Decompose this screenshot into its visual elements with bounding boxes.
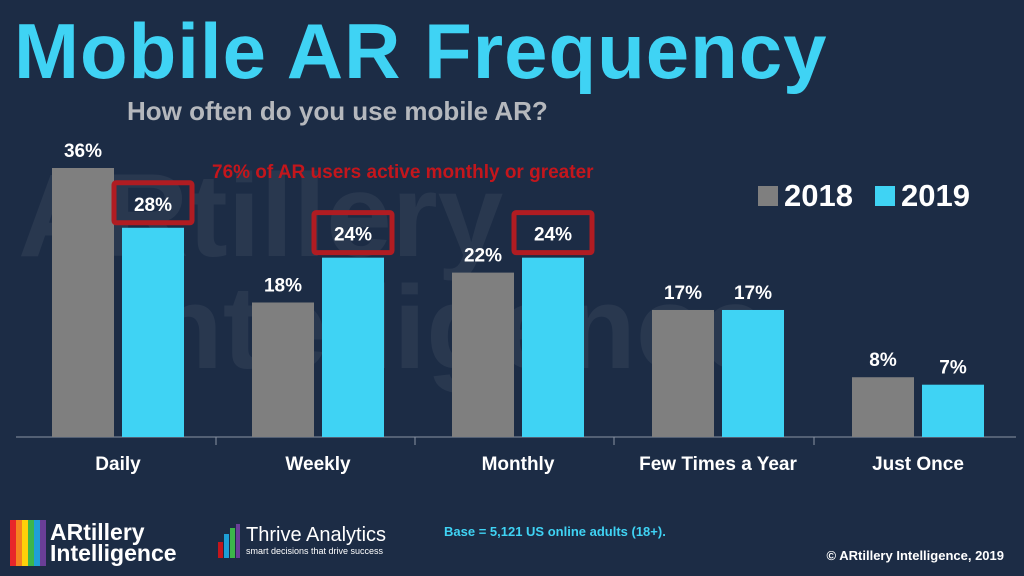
x-tick-label-monthly: Monthly: [482, 454, 555, 475]
data-label-2019-weekly: 24%: [334, 225, 372, 246]
x-tick-label-weekly: Weekly: [285, 454, 351, 475]
data-label-2018-monthly: 22%: [464, 246, 502, 267]
bar-2019-weekly: [322, 257, 384, 437]
bar-2019-few-times-a-year: [722, 309, 784, 437]
data-label-2018-few-times-a-year: 17%: [664, 283, 702, 304]
highlight-box-2019-monthly: [511, 210, 595, 256]
bar-2018-weekly: [252, 302, 314, 437]
x-tick-label-just-once: Just Once: [872, 454, 964, 475]
page-title: Mobile AR Frequency: [14, 7, 828, 95]
legend-swatch-2018: [758, 186, 778, 206]
data-label-2019-just-once: 7%: [939, 358, 967, 379]
bar-2019-just-once: [922, 384, 984, 437]
thrive-logo-tagline: smart decisions that drive success: [246, 546, 384, 556]
artillery-logo-line-2: Intelligence: [50, 540, 177, 566]
copyright: © ARtillery Intelligence, 2019: [826, 548, 1004, 563]
legend-item-2018: 2018: [758, 178, 853, 214]
legend-label-2018: 2018: [784, 178, 853, 213]
data-label-2019-few-times-a-year: 17%: [734, 283, 772, 304]
base-note: Base = 5,121 US online adults (18+).: [444, 524, 666, 539]
legend-label-2019: 2019: [900, 178, 970, 213]
legend-swatch-2019: [874, 186, 895, 206]
highlight-box-2019-weekly: [311, 210, 395, 256]
bar-2019-daily: [122, 227, 184, 437]
bar-2019-monthly: [522, 257, 584, 437]
thrive-logo-name: Thrive Analytics: [246, 524, 387, 546]
bar-2018-daily: [52, 168, 114, 437]
artillery-logo-line-1: ARtillery: [50, 519, 145, 545]
artillery-logo: ARtillery Intelligence: [10, 520, 177, 566]
data-label-2018-weekly: 18%: [264, 276, 302, 297]
legend-item-2019: 2019: [874, 178, 970, 214]
highlight-box-2019-daily: [111, 180, 195, 226]
page-subtitle: How often do you use mobile AR?: [127, 96, 548, 126]
artillery-logo-stripes-icon: [10, 520, 46, 566]
x-tick-label-daily: Daily: [95, 454, 141, 475]
data-label-2019-monthly: 24%: [534, 225, 572, 246]
x-tick-label-few-times-a-year: Few Times a Year: [639, 454, 797, 475]
bar-2018-monthly: [452, 272, 514, 437]
chart-legend: 2018 2019: [758, 178, 970, 214]
data-label-2018-daily: 36%: [64, 141, 102, 162]
bar-2018-just-once: [852, 377, 914, 437]
data-label-2018-just-once: 8%: [869, 350, 897, 371]
bar-2018-few-times-a-year: [652, 309, 714, 437]
thrive-logo: Thrive Analytics smart decisions that dr…: [218, 524, 386, 558]
chart-annotation: 76% of AR users active monthly or greate…: [212, 162, 594, 183]
data-label-2019-daily: 28%: [134, 195, 172, 216]
thrive-logo-icon: [218, 524, 240, 558]
